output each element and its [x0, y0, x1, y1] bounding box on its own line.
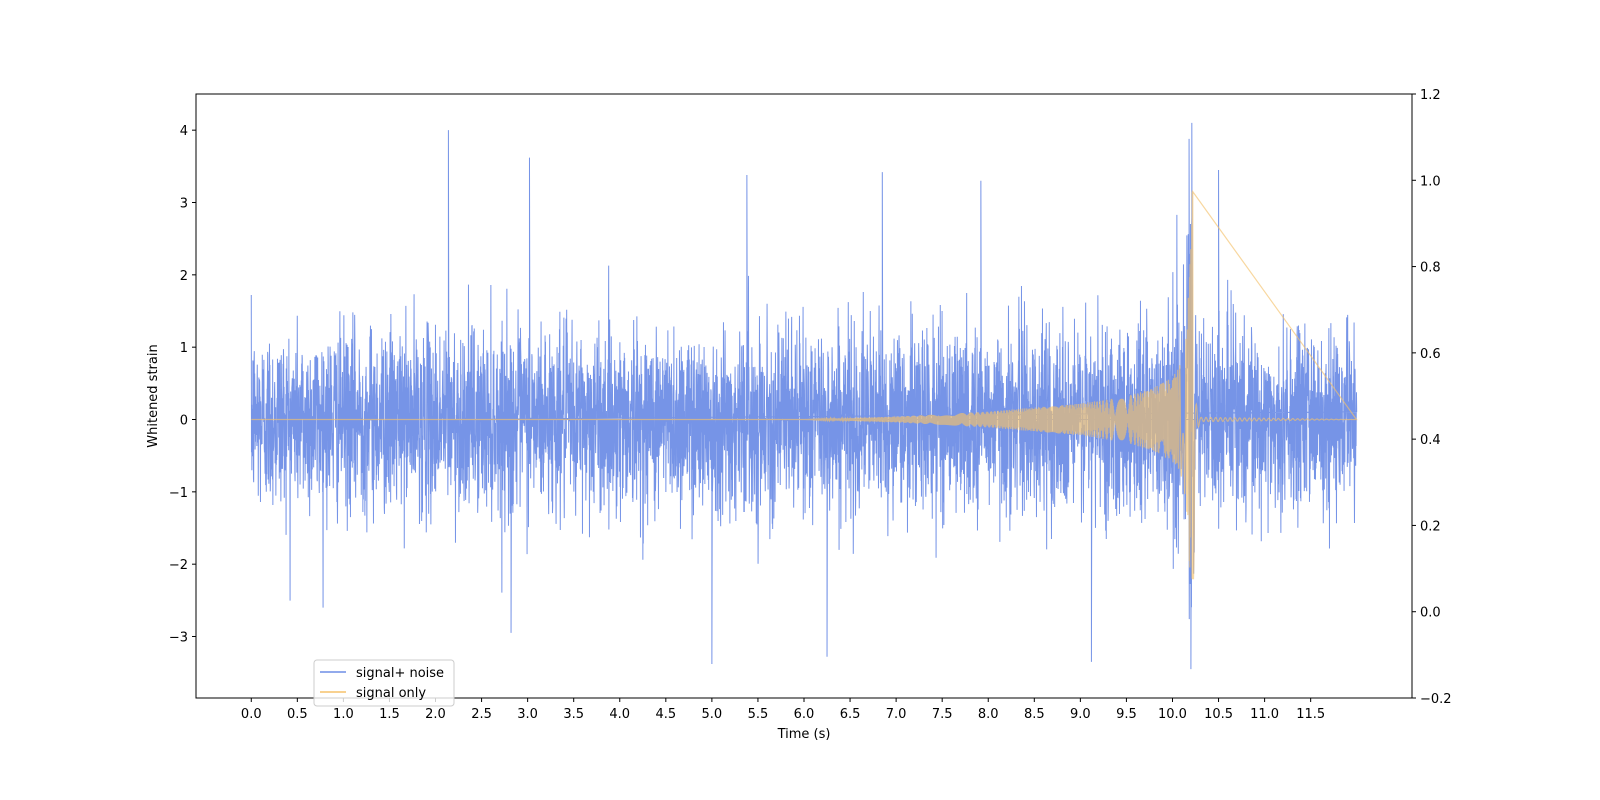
y2-tick-label: 1.2 [1420, 88, 1441, 103]
y2-tick-label: 0.0 [1420, 606, 1441, 621]
series-signal-only [251, 189, 1358, 580]
x-tick-label: 2.0 [425, 707, 446, 722]
x-tick-label: 7.5 [932, 707, 953, 722]
y2-tick-label: 0.4 [1420, 433, 1441, 448]
x-tick-label: 0.0 [241, 707, 262, 722]
y-axis-right: −0.2 0.0 0.2 0.4 0.6 0.8 1.0 1.2 [1412, 88, 1452, 707]
x-tick-label: 10.5 [1204, 707, 1233, 722]
y-tick-label: −1 [169, 486, 188, 501]
y-tick-label: −3 [169, 631, 188, 646]
x-tick-label: 7.0 [886, 707, 907, 722]
y-tick-label: 3 [180, 197, 188, 212]
x-tick-label: 6.0 [794, 707, 815, 722]
x-tick-label: 5.0 [702, 707, 723, 722]
y-tick-label: 2 [180, 269, 188, 284]
y2-tick-label: 1.0 [1420, 174, 1441, 189]
y-axis-left: −3 −2 −1 0 1 2 3 4 [169, 124, 196, 646]
plot-area [250, 122, 1358, 670]
y-tick-label: −2 [169, 558, 188, 573]
x-tick-label: 4.5 [655, 707, 676, 722]
x-tick-label: 1.5 [379, 707, 400, 722]
x-tick-label: 11.0 [1250, 707, 1279, 722]
x-tick-label: 2.5 [471, 707, 492, 722]
x-tick-label: 8.5 [1024, 707, 1045, 722]
x-tick-label: 3.5 [563, 707, 584, 722]
x-tick-label: 8.0 [978, 707, 999, 722]
series-signal-noise [250, 122, 1358, 670]
x-tick-label: 9.0 [1070, 707, 1091, 722]
x-axis-label: Time (s) [777, 727, 831, 742]
legend-box [313, 659, 455, 707]
legend-label-signal-only: signal only [356, 686, 426, 701]
y-tick-label: 4 [180, 124, 188, 139]
x-tick-label: 3.0 [517, 707, 538, 722]
y2-tick-label: 0.8 [1420, 261, 1441, 276]
y2-tick-label: 0.6 [1420, 347, 1441, 362]
legend-label-signal-noise: signal+ noise [356, 666, 444, 681]
y2-tick-label: 0.2 [1420, 519, 1441, 534]
x-tick-label: 5.5 [748, 707, 769, 722]
x-tick-label: 10.0 [1158, 707, 1187, 722]
y-tick-label: 0 [180, 414, 188, 429]
x-tick-label: 6.5 [840, 707, 861, 722]
y-tick-label: 1 [180, 341, 188, 356]
x-tick-label: 11.5 [1296, 707, 1325, 722]
x-tick-label: 1.0 [333, 707, 354, 722]
y2-tick-label: −0.2 [1420, 692, 1452, 707]
x-tick-label: 9.5 [1116, 707, 1137, 722]
legend: signal+ noise signal only [313, 659, 455, 707]
x-tick-label: 4.0 [609, 707, 630, 722]
x-tick-label: 0.5 [287, 707, 308, 722]
y-axis-label: Whitened strain [146, 344, 161, 447]
x-axis: 0.0 0.5 1.0 1.5 2.0 2.5 3.0 3.5 4.0 4.5 5.0 5.5 6.0 6… [241, 698, 1325, 722]
